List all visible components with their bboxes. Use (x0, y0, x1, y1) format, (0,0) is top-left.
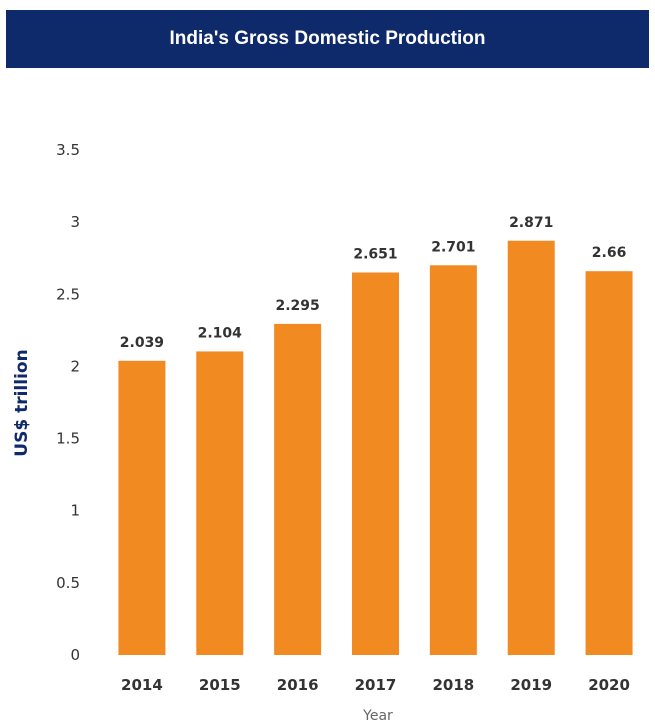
data-labels: 2.039 2.104 2.295 2.651 2.701 2.871 2.66 (120, 215, 627, 351)
y-tick-label: 2 (70, 357, 80, 375)
bar-2014 (118, 360, 166, 655)
x-tick-label-2015: 2015 (199, 676, 241, 694)
bars (118, 240, 633, 655)
x-tick-label-2014: 2014 (121, 676, 163, 694)
bar-2019 (507, 240, 555, 655)
y-tick-label: 1 (70, 502, 80, 520)
x-tick-label-2018: 2018 (432, 676, 474, 694)
data-label-2018: 2.701 (431, 239, 475, 255)
data-label-2017: 2.651 (353, 246, 397, 262)
y-axis-title: US$ trillion (12, 349, 32, 456)
bar-2015 (196, 351, 244, 655)
y-tick-label: 3 (70, 213, 80, 231)
x-axis-ticks: 2014 2015 2016 2017 2018 2019 2020 (121, 676, 630, 694)
data-label-2014: 2.039 (120, 335, 164, 351)
y-tick-label: 3.5 (56, 141, 80, 159)
bar-2020 (585, 271, 633, 655)
y-tick-label: 2.5 (56, 285, 80, 303)
bar-2016 (274, 323, 322, 655)
chart-title-bar: India's Gross Domestic Production (6, 10, 649, 68)
y-tick-label: 1.5 (56, 430, 80, 448)
bar-2018 (429, 265, 477, 655)
x-tick-label-2017: 2017 (355, 676, 397, 694)
data-label-2015: 2.104 (198, 325, 243, 341)
data-label-2016: 2.295 (275, 298, 319, 314)
data-label-2020: 2.66 (592, 245, 627, 261)
x-tick-label-2016: 2016 (277, 676, 319, 694)
x-axis-title: Year (362, 708, 393, 723)
y-axis-ticks: 0 0.5 1 1.5 2 2.5 3 3.5 (56, 141, 80, 664)
x-tick-label-2020: 2020 (588, 676, 630, 694)
bar-2017 (352, 272, 399, 655)
y-tick-label: 0 (70, 646, 80, 664)
chart-title: India's Gross Domestic Production (169, 28, 486, 49)
y-tick-label: 0.5 (56, 574, 80, 592)
x-tick-label-2019: 2019 (510, 676, 552, 694)
data-label-2019: 2.871 (509, 215, 553, 231)
